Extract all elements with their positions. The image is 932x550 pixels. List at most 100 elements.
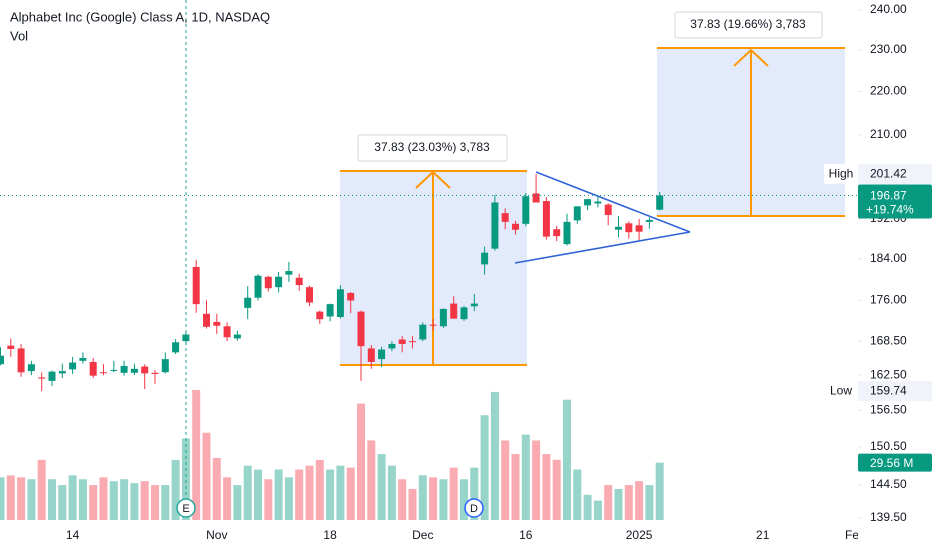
candle-body[interactable]: [192, 266, 200, 305]
candle-body[interactable]: [141, 366, 149, 374]
x-tick-label: 2025: [626, 528, 653, 542]
candle-body[interactable]: [563, 221, 571, 245]
volume-bar: [68, 475, 77, 520]
volume-title: Vol: [10, 28, 28, 43]
candle-body[interactable]: [481, 252, 489, 265]
candle-body[interactable]: [594, 201, 602, 204]
candle-body[interactable]: [244, 297, 252, 308]
candle-body[interactable]: [120, 365, 128, 373]
event-marker[interactable]: [464, 498, 484, 518]
volume-bar: [6, 475, 15, 520]
measure-arrowhead: [733, 48, 769, 67]
x-tick-label: Nov: [206, 528, 227, 542]
volume-bar: [645, 485, 654, 520]
candle-body[interactable]: [100, 372, 107, 374]
volume-bar: [315, 459, 324, 520]
volume-bar: [387, 465, 396, 520]
candle-body[interactable]: [7, 345, 15, 349]
volume-bar: [490, 391, 499, 520]
candle-body[interactable]: [79, 357, 87, 361]
triangle-line[interactable]: [514, 231, 691, 264]
volume-bar: [429, 477, 438, 520]
candle-body[interactable]: [130, 368, 138, 373]
candle-body[interactable]: [429, 324, 437, 326]
candle-body[interactable]: [450, 303, 458, 319]
volume-bar: [521, 434, 530, 520]
last-price-badge: [858, 184, 932, 219]
volume-bar: [171, 459, 180, 520]
candle-body[interactable]: [89, 361, 97, 376]
candle-body[interactable]: [553, 229, 561, 237]
candle-body[interactable]: [38, 377, 46, 379]
candle-body[interactable]: [285, 271, 293, 275]
candle-body[interactable]: [0, 355, 4, 365]
volume-bar: [552, 459, 561, 520]
triangle-line[interactable]: [535, 171, 691, 233]
volume-bar: [0, 477, 5, 520]
volume-bar: [614, 488, 623, 520]
candle-body[interactable]: [223, 326, 231, 338]
candle-body[interactable]: [58, 371, 66, 374]
candle-body[interactable]: [656, 195, 664, 210]
candle-body[interactable]: [398, 339, 406, 344]
volume-bar: [367, 440, 376, 520]
candle-body[interactable]: [542, 201, 550, 237]
candle-body[interactable]: [439, 308, 447, 327]
candle-body[interactable]: [161, 359, 169, 373]
candle-body[interactable]: [27, 364, 35, 372]
candle-body[interactable]: [460, 307, 468, 320]
candle-body[interactable]: [409, 341, 416, 343]
candle-body[interactable]: [584, 199, 592, 206]
candle-body[interactable]: [604, 204, 612, 216]
candle-body[interactable]: [172, 342, 180, 353]
candle-body[interactable]: [573, 206, 581, 221]
candle-body[interactable]: [316, 311, 324, 320]
volume-bar: [501, 440, 510, 520]
volume-bar: [655, 462, 664, 520]
candle-body[interactable]: [326, 304, 334, 317]
candle-body[interactable]: [347, 292, 355, 301]
volume-bar: [181, 438, 190, 520]
candle-body[interactable]: [254, 275, 262, 298]
volume-bar: [305, 465, 314, 520]
candle-body[interactable]: [336, 289, 344, 318]
candle-body[interactable]: [151, 372, 159, 374]
volume-bar: [192, 390, 201, 520]
candle-body[interactable]: [233, 334, 241, 339]
volume-bar: [593, 500, 602, 520]
y-tick-label: 139.50: [870, 510, 907, 524]
candle-body[interactable]: [512, 223, 519, 230]
y-tick-label: 156.50: [870, 403, 907, 417]
candle-body[interactable]: [388, 343, 396, 349]
candle-body[interactable]: [182, 334, 190, 342]
event-marker[interactable]: [176, 498, 196, 518]
volume-bar: [357, 403, 365, 520]
candle-body[interactable]: [491, 202, 499, 249]
candle-body[interactable]: [470, 303, 478, 307]
candle-body[interactable]: [203, 313, 210, 327]
candle-body[interactable]: [635, 225, 643, 232]
candle-body[interactable]: [625, 223, 633, 233]
event-label: D: [470, 503, 478, 515]
candle-body[interactable]: [419, 324, 427, 340]
candle-body[interactable]: [378, 349, 386, 360]
candle-body[interactable]: [522, 196, 530, 224]
volume-bar: [326, 469, 335, 520]
candle-body[interactable]: [69, 362, 77, 370]
candle-body[interactable]: [17, 348, 25, 373]
candle-body[interactable]: [213, 321, 221, 326]
candle-body[interactable]: [306, 287, 313, 303]
y-tick-label: 210.00: [870, 127, 907, 141]
candle-body[interactable]: [357, 311, 365, 347]
candle-body[interactable]: [532, 193, 540, 203]
candle-body[interactable]: [110, 369, 118, 371]
candle-body[interactable]: [615, 226, 622, 230]
candle-body[interactable]: [264, 276, 272, 289]
candle-body[interactable]: [295, 277, 303, 286]
candle-body[interactable]: [501, 213, 509, 222]
candle-body[interactable]: [367, 348, 375, 362]
candle-body[interactable]: [275, 276, 283, 288]
candle-body[interactable]: [48, 371, 56, 381]
candle-body[interactable]: [645, 219, 653, 222]
